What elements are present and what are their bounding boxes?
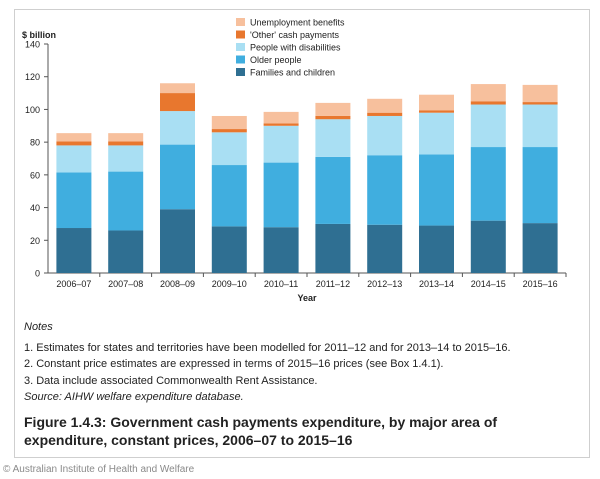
bar-segment: [470, 84, 506, 102]
bar-segment: [470, 104, 506, 148]
y-tick-label: 120: [25, 72, 40, 82]
bar-segment: [522, 84, 558, 103]
legend-label: Older people: [250, 55, 302, 65]
bar-segment: [263, 123, 299, 126]
y-tick-label: 140: [25, 40, 40, 50]
x-axis-label: Year: [297, 293, 317, 303]
bar-segment: [315, 156, 351, 224]
bar-segment: [470, 101, 506, 105]
legend-swatch: [236, 43, 245, 51]
bar-segment: [419, 154, 454, 226]
bar-segment: [367, 98, 403, 113]
legend-swatch: [236, 18, 245, 26]
x-tick-label: 2013–14: [419, 279, 454, 289]
notes-source: Source: AIHW welfare expenditure databas…: [24, 391, 244, 403]
bar-segment: [315, 115, 351, 120]
bar-segment: [211, 165, 247, 227]
bar-segment: [56, 141, 92, 146]
bar-segment: [315, 119, 351, 157]
bar-segment: [56, 145, 92, 173]
image-credit: © Australian Institute of Health and Wel…: [0, 461, 600, 479]
bar-segment: [315, 102, 351, 116]
x-tick-label: 2012–13: [367, 279, 402, 289]
bar-segment: [522, 223, 558, 273]
bar-segment: [160, 83, 195, 94]
bar-segment: [108, 141, 144, 146]
legend-label: 'Other' cash payments: [250, 30, 339, 40]
bar-segment: [56, 172, 92, 229]
bar-segment: [160, 111, 195, 145]
note-item: 1. Estimates for states and territories …: [24, 341, 511, 354]
note-item: 2. Constant price estimates are expresse…: [24, 358, 444, 370]
bar-segment: [263, 125, 299, 163]
bar-segment: [263, 227, 299, 273]
figure-caption: Figure 1.4.3: Government cash payments e…: [24, 414, 498, 448]
bar-segment: [419, 225, 454, 273]
x-tick-label: 2009–10: [212, 279, 247, 289]
y-axis-label: $ billion: [22, 30, 56, 40]
bar-segment: [419, 112, 454, 155]
bar-segment: [160, 209, 195, 273]
notes-title: Notes: [24, 321, 53, 333]
bar-segment: [56, 228, 92, 273]
bar-segment: [211, 132, 247, 166]
bar-segment: [160, 93, 195, 112]
bar-segment: [108, 133, 144, 142]
bar-segment: [108, 145, 144, 172]
bar-segment: [470, 220, 506, 273]
legend-swatch: [236, 55, 245, 64]
y-tick-label: 20: [30, 236, 40, 246]
bar-segment: [211, 129, 247, 133]
bar-segment: [522, 147, 558, 224]
legend-swatch: [236, 30, 245, 39]
bar-segment: [263, 162, 299, 228]
bar-segment: [108, 230, 144, 273]
bar-segment: [522, 102, 558, 105]
notes-block: Notes 1. Estimates for states and territ…: [24, 319, 584, 406]
bar-segment: [108, 171, 144, 231]
stacked-bar-chart: 0 20 40 60 80 100 120 140$ billion 2006–07 2007–0…: [22, 18, 567, 303]
y-tick-label: 100: [25, 105, 40, 115]
x-tick-label: 2008–09: [160, 279, 195, 289]
bar-segment: [211, 226, 247, 273]
x-tick-label: 2010–11: [264, 279, 298, 289]
x-tick-label: 2014–15: [471, 279, 506, 289]
y-tick-label: 40: [30, 203, 40, 213]
bar-segment: [56, 133, 92, 142]
y-tick-label: 60: [30, 170, 40, 180]
legend-label: Families and children: [250, 68, 335, 78]
bar-segment: [367, 224, 403, 273]
x-tick-label: 2011–12: [316, 279, 350, 289]
bar-segment: [367, 112, 403, 116]
legend-swatch: [236, 68, 245, 76]
note-item: 3. Data include associated Commonwealth …: [24, 374, 318, 387]
bar-segment: [160, 144, 195, 210]
bar-segment: [211, 115, 247, 130]
legend-label: People with disabilities: [250, 43, 341, 53]
x-tick-label: 2007–08: [108, 279, 143, 289]
y-tick-label: 80: [30, 138, 40, 148]
x-tick-label: 2006–07: [56, 279, 91, 289]
x-tick-label: 2015–16: [523, 279, 558, 289]
bar-segment: [315, 223, 351, 273]
bar-segment: [367, 115, 403, 156]
bar-segment: [367, 155, 403, 225]
y-tick-label: 0: [35, 269, 40, 279]
bar-segment: [263, 111, 299, 124]
bar-segment: [419, 94, 454, 111]
bar-segment: [419, 110, 454, 113]
bar-segment: [522, 104, 558, 148]
legend-label: Unemployment benefits: [250, 18, 345, 28]
bar-segment: [470, 147, 506, 221]
